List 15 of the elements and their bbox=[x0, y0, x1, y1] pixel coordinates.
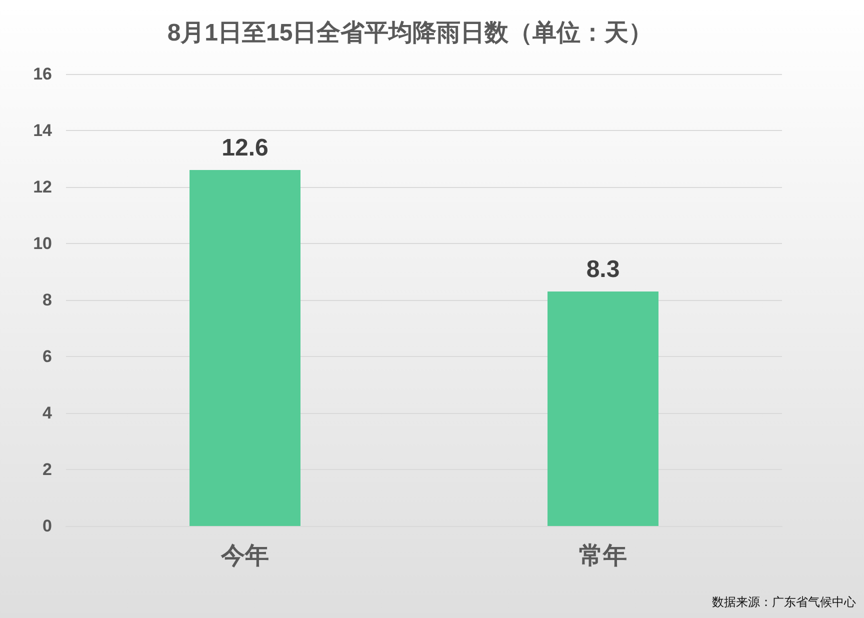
y-tick-label: 6 bbox=[42, 347, 52, 366]
y-tick-label: 16 bbox=[33, 64, 52, 84]
data-label: 8.3 bbox=[586, 256, 620, 284]
y-tick-label: 0 bbox=[42, 516, 52, 536]
y-tick-label: 12 bbox=[33, 178, 52, 196]
y-tick-label: 10 bbox=[33, 234, 52, 253]
y-tick-label: 4 bbox=[42, 404, 53, 422]
x-tick-label: 今年 bbox=[220, 542, 269, 570]
y-tick-label: 2 bbox=[42, 460, 52, 479]
data-label: 12.6 bbox=[222, 134, 268, 162]
x-tick-label: 常年 bbox=[579, 542, 627, 570]
chart-title: 8月1日至15日全省平均降雨日数（单位：天） bbox=[167, 20, 653, 46]
y-tick-label: 8 bbox=[42, 290, 52, 310]
source-note: 数据来源：广东省气候中心 bbox=[712, 595, 856, 609]
y-tick-label: 14 bbox=[33, 121, 53, 140]
